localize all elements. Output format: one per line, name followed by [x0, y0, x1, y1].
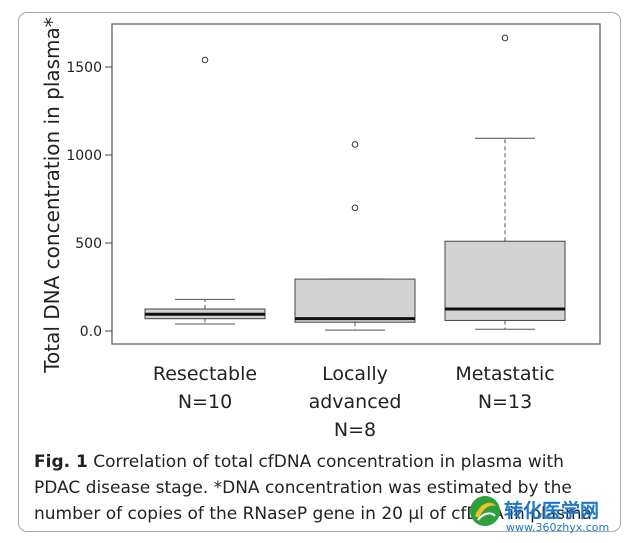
plot-border [111, 23, 601, 345]
y-axis-label: Total DNA concentration in plasma* [40, 17, 64, 373]
x-category-label: Resectable [153, 363, 257, 385]
watermark-logo-icon [470, 496, 500, 526]
outlier-point [201, 56, 209, 64]
watermark: 转化医学网 www.360zhyx.com [468, 494, 636, 540]
box-group [144, 56, 266, 325]
box-group [444, 34, 566, 330]
x-category-label: Metastatic [455, 363, 554, 385]
outlier-point [351, 141, 359, 148]
caption-text: Correlation of total cfDNA concentration… [34, 452, 592, 524]
watermark-url: www.360zhyx.com [506, 521, 610, 534]
figure-frame [18, 12, 621, 532]
watermark-title: 转化医学网 [504, 500, 600, 522]
outlier-point [351, 204, 359, 212]
x-category-label: N=13 [478, 391, 532, 413]
figure-number: Fig. 1 [34, 452, 88, 472]
figure-caption: Fig. 1 Correlation of total cfDNA concen… [34, 449, 594, 527]
outlier-point [501, 34, 509, 42]
x-category-label: N=8 [334, 419, 376, 441]
x-category-label: advanced [309, 391, 402, 413]
x-category-label: N=10 [178, 391, 232, 413]
iqr-box [444, 240, 566, 321]
iqr-box [294, 278, 416, 323]
y-tick-label: 500 [75, 236, 102, 252]
y-tick-label: 1000 [66, 148, 102, 164]
x-category-label: Locally [322, 363, 388, 385]
box-group [294, 141, 416, 331]
y-tick-label: 0.0 [80, 324, 102, 340]
y-tick-label: 1500 [66, 60, 102, 76]
